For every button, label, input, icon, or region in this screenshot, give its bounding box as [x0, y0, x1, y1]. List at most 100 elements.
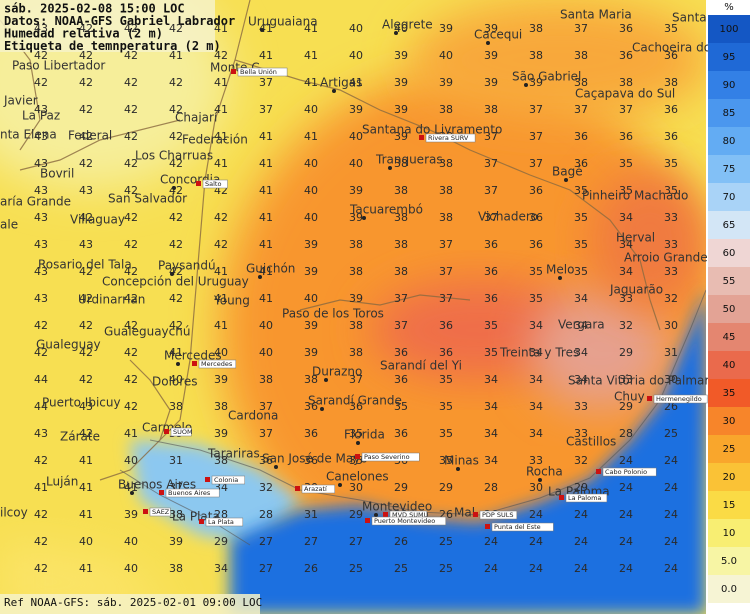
- city-label: Vichadero: [478, 210, 538, 224]
- grid-value: 37: [394, 292, 408, 305]
- colorbar-label: 50: [723, 304, 736, 315]
- grid-value: 37: [484, 157, 498, 170]
- station-label: Hermenegildo: [656, 395, 702, 403]
- colorbar-label: 15: [723, 500, 736, 511]
- grid-value: 40: [349, 22, 363, 35]
- grid-value: 34: [484, 427, 498, 440]
- station-label: La Plata: [208, 518, 234, 526]
- grid-value: 24: [664, 454, 678, 467]
- grid-value: 33: [664, 238, 678, 251]
- grid-value: 36: [304, 427, 318, 440]
- grid-value: 40: [214, 346, 228, 359]
- grid-value: 34: [529, 400, 543, 413]
- grid-value: 38: [574, 49, 588, 62]
- city-label: ale: [0, 218, 18, 232]
- grid-value: 37: [349, 373, 363, 386]
- city-label: Mal: [454, 506, 475, 520]
- grid-value: 35: [574, 238, 588, 251]
- grid-value: 30: [349, 481, 363, 494]
- grid-value: 37: [259, 427, 273, 440]
- colorbar-label: 75: [723, 164, 736, 175]
- city-label: Tranqueras: [375, 153, 443, 167]
- grid-value: 42: [169, 292, 183, 305]
- colorbar-cell: [708, 519, 750, 547]
- grid-value: 42: [79, 76, 93, 89]
- grid-value: 38: [439, 184, 453, 197]
- grid-value: 38: [394, 265, 408, 278]
- colorbar-cell: [708, 155, 750, 183]
- station-label: Salto: [205, 180, 221, 188]
- grid-value: 40: [349, 49, 363, 62]
- station-label: SAEZ: [152, 508, 170, 516]
- colorbar-label: 80: [723, 136, 736, 147]
- city-label: Paso de los Toros: [282, 307, 384, 321]
- grid-value: 35: [664, 157, 678, 170]
- colorbar-cell: [708, 351, 750, 379]
- grid-value: 36: [664, 130, 678, 143]
- grid-value: 41: [79, 562, 93, 575]
- station-marker: [355, 454, 360, 459]
- grid-value: 26: [304, 562, 318, 575]
- grid-value: 42: [34, 319, 48, 332]
- grid-value: 41: [79, 508, 93, 521]
- city-label: Federal: [68, 129, 112, 143]
- grid-value: 38: [349, 265, 363, 278]
- grid-value: 40: [304, 103, 318, 116]
- city-label: Young: [213, 294, 250, 308]
- city-label: Jaguarão: [609, 283, 663, 297]
- grid-value: 41: [214, 292, 228, 305]
- grid-value: 37: [484, 184, 498, 197]
- city-label: Treinta y Tres: [499, 346, 579, 360]
- colorbar-unit: %: [724, 2, 734, 13]
- grid-value: 34: [214, 562, 228, 575]
- station-box: [565, 493, 608, 503]
- grid-value: 40: [349, 157, 363, 170]
- grid-value: 41: [304, 49, 318, 62]
- station-label: Buenos Aires: [168, 489, 211, 497]
- colorbar-label: 95: [723, 52, 736, 63]
- station-label: Arazatí: [304, 485, 327, 493]
- station-marker: [419, 135, 424, 140]
- city-dot: [374, 513, 378, 517]
- grid-value: 25: [349, 562, 363, 575]
- grid-value: 42: [79, 130, 93, 143]
- station-label: PDP SULS: [482, 511, 514, 519]
- grid-value: 39: [394, 49, 408, 62]
- grid-value: 38: [619, 76, 633, 89]
- station-marker: [192, 361, 197, 366]
- grid-value: 42: [34, 76, 48, 89]
- grid-value: 40: [124, 535, 138, 548]
- city-label: Castillos: [566, 435, 616, 449]
- station-label: Paso Severino: [364, 453, 410, 461]
- station-label: Punta del Este: [494, 523, 541, 531]
- grid-value: 37: [259, 76, 273, 89]
- colorbar-cell: [708, 295, 750, 323]
- grid-value: 37: [574, 22, 588, 35]
- colorbar-label: 45: [723, 332, 736, 343]
- grid-value: 43: [79, 184, 93, 197]
- station-marker: [143, 509, 148, 514]
- city-label: La Paz: [22, 109, 60, 123]
- grid-value: 34: [484, 454, 498, 467]
- grid-value: 42: [169, 319, 183, 332]
- grid-value: 31: [304, 508, 318, 521]
- grid-value: 24: [574, 535, 588, 548]
- city-label: Villaguay: [70, 213, 125, 227]
- grid-value: 42: [79, 292, 93, 305]
- grid-value: 39: [484, 76, 498, 89]
- colorbar-label: 85: [723, 108, 736, 119]
- grid-value: 40: [169, 373, 183, 386]
- grid-value: 36: [304, 454, 318, 467]
- grid-value: 39: [394, 103, 408, 116]
- city-dot: [338, 483, 342, 487]
- colorbar-label: 0.0: [721, 584, 737, 595]
- city-dot: [176, 362, 180, 366]
- grid-value: 42: [124, 346, 138, 359]
- grid-value: 30: [529, 481, 543, 494]
- grid-value: 27: [259, 562, 273, 575]
- grid-value: 43: [34, 103, 48, 116]
- grid-value: 36: [619, 49, 633, 62]
- city-dot: [388, 166, 392, 170]
- grid-value: 42: [79, 427, 93, 440]
